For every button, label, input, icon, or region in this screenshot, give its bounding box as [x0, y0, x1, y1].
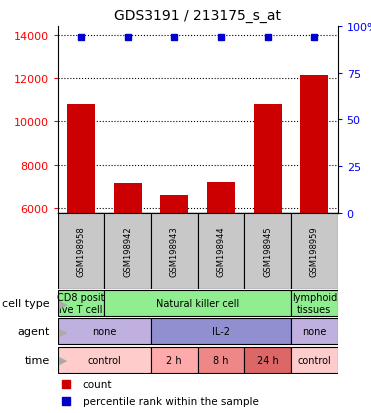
Bar	[291, 319, 338, 344]
Text: time: time	[25, 355, 50, 365]
Bar	[291, 347, 338, 373]
Text: ▶: ▶	[59, 327, 68, 337]
Text: percentile rank within the sample: percentile rank within the sample	[83, 396, 259, 406]
Bar	[58, 213, 104, 290]
Bar	[104, 213, 151, 290]
Text: Natural killer cell: Natural killer cell	[156, 299, 239, 309]
Text: control: control	[298, 355, 331, 365]
Bar	[151, 347, 198, 373]
Text: ▶: ▶	[59, 299, 68, 309]
Text: GSM198944: GSM198944	[216, 226, 226, 277]
Text: GSM198958: GSM198958	[76, 226, 85, 277]
Text: count: count	[83, 379, 112, 389]
Bar	[151, 213, 198, 290]
Bar	[160, 196, 188, 213]
Bar	[58, 319, 151, 344]
Bar	[198, 347, 244, 373]
Bar	[151, 319, 291, 344]
Bar	[244, 347, 291, 373]
Text: GSM198943: GSM198943	[170, 226, 179, 277]
Bar	[207, 183, 235, 213]
Text: IL-2: IL-2	[212, 327, 230, 337]
Bar	[58, 291, 104, 316]
Text: GSM198959: GSM198959	[310, 226, 319, 277]
Text: lymphoid
tissues: lymphoid tissues	[292, 293, 337, 314]
Bar	[300, 76, 328, 213]
Bar	[58, 347, 151, 373]
Text: ▶: ▶	[59, 355, 68, 365]
Title: GDS3191 / 213175_s_at: GDS3191 / 213175_s_at	[114, 9, 281, 23]
Text: 24 h: 24 h	[257, 355, 279, 365]
Text: GSM198945: GSM198945	[263, 226, 272, 277]
Text: 8 h: 8 h	[213, 355, 229, 365]
Bar	[244, 213, 291, 290]
Bar	[198, 213, 244, 290]
Text: agent: agent	[18, 327, 50, 337]
Bar	[104, 291, 291, 316]
Text: GSM198942: GSM198942	[123, 226, 132, 277]
Bar	[291, 213, 338, 290]
Text: none: none	[92, 327, 116, 337]
Text: 2 h: 2 h	[167, 355, 182, 365]
Text: CD8 posit
ive T cell: CD8 posit ive T cell	[57, 293, 105, 314]
Text: cell type: cell type	[3, 299, 50, 309]
Bar	[291, 291, 338, 316]
Bar	[114, 184, 142, 213]
Bar	[254, 105, 282, 213]
Text: control: control	[87, 355, 121, 365]
Text: none: none	[302, 327, 326, 337]
Bar	[67, 105, 95, 213]
